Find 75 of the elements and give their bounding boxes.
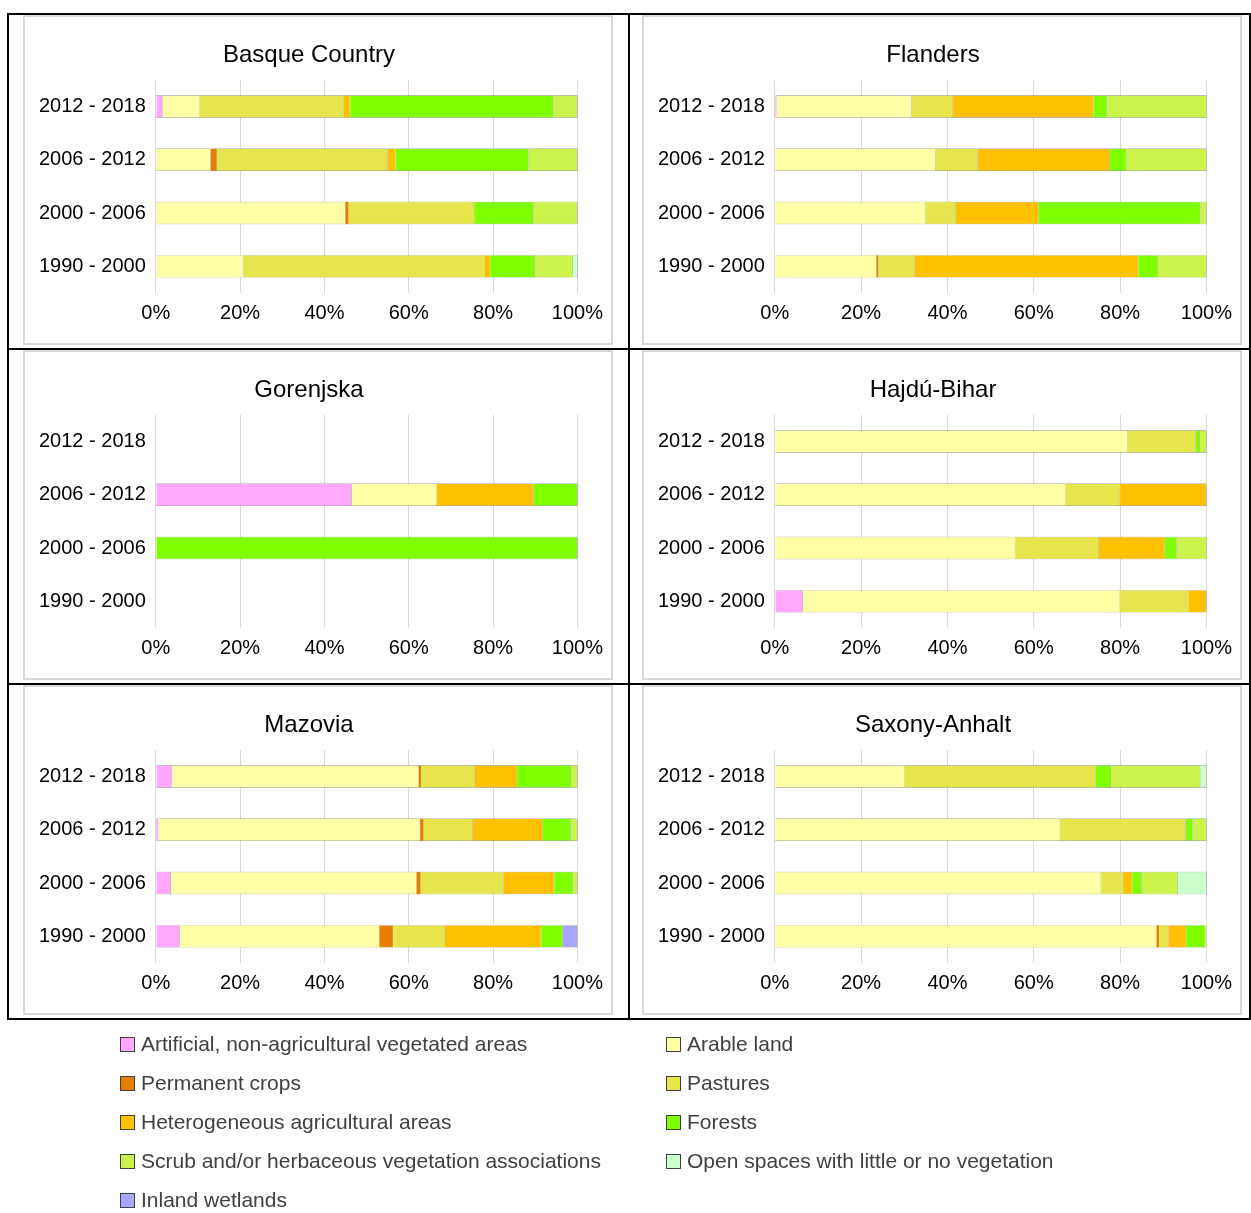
x-tick-label: 60% <box>388 635 429 658</box>
x-tick-label: 100% <box>1180 300 1233 323</box>
chart-title: Saxony-Anhalt <box>854 710 1012 738</box>
y-tick-label: 2012 - 2018 <box>657 93 765 116</box>
x-tick-label: 40% <box>304 300 345 323</box>
y-tick-label: 2012 - 2018 <box>38 763 146 786</box>
chart-title: Hajdú-Bihar <box>869 375 997 403</box>
chart-title: Flanders <box>886 40 980 68</box>
x-tick-label: 80% <box>473 635 514 658</box>
x-tick-label: 100% <box>1180 635 1233 658</box>
x-tick-label: 0% <box>141 970 171 993</box>
x-tick-label: 100% <box>551 300 604 323</box>
y-tick-label: 1990 - 2000 <box>38 588 146 611</box>
legend-label: Inland wetlands <box>141 1188 287 1212</box>
x-tick-label: 60% <box>1013 300 1054 323</box>
x-tick-label: 80% <box>1100 970 1141 993</box>
y-tick-label: 2006 - 2012 <box>657 817 765 840</box>
x-tick-label: 60% <box>1013 970 1054 993</box>
x-tick-label: 100% <box>1180 970 1233 993</box>
y-tick-label: 2000 - 2006 <box>657 535 765 558</box>
legend-label: Permanent crops <box>141 1071 301 1095</box>
y-tick-label: 2006 - 2012 <box>38 482 146 505</box>
x-tick-label: 40% <box>927 635 968 658</box>
y-tick-label: 2012 - 2018 <box>657 763 765 786</box>
x-tick-label: 80% <box>1100 300 1141 323</box>
chart-title: Basque Country <box>222 40 396 68</box>
x-tick-label: 80% <box>473 300 514 323</box>
y-tick-label: 2000 - 2006 <box>38 535 146 558</box>
x-tick-label: 20% <box>220 970 261 993</box>
legend-label: Arable land <box>687 1032 794 1056</box>
x-tick-label: 0% <box>760 970 790 993</box>
x-tick-label: 60% <box>388 300 429 323</box>
x-tick-label: 0% <box>760 635 790 658</box>
x-tick-label: 20% <box>841 635 882 658</box>
y-tick-label: 2012 - 2018 <box>657 428 765 451</box>
y-tick-label: 1990 - 2000 <box>657 923 765 946</box>
x-tick-label: 80% <box>473 970 514 993</box>
y-tick-label: 2000 - 2006 <box>657 200 765 223</box>
legend-label: Scrub and/or herbaceous vegetation associations <box>141 1149 601 1173</box>
y-tick-label: 2006 - 2012 <box>657 147 765 170</box>
x-tick-label: 20% <box>220 635 261 658</box>
x-tick-label: 0% <box>141 300 171 323</box>
legend-label: Artificial, non-agricultural vegetated areas <box>141 1032 528 1056</box>
x-tick-label: 100% <box>551 970 604 993</box>
legend-label: Pastures <box>687 1071 770 1095</box>
chart-title: Mazovia <box>264 710 355 738</box>
x-tick-label: 80% <box>1100 635 1141 658</box>
x-tick-label: 20% <box>841 300 882 323</box>
x-tick-label: 40% <box>927 300 968 323</box>
y-tick-label: 2006 - 2012 <box>38 817 146 840</box>
x-tick-label: 60% <box>1013 635 1054 658</box>
x-tick-label: 40% <box>304 635 345 658</box>
y-tick-label: 2012 - 2018 <box>38 428 146 451</box>
x-tick-label: 0% <box>141 635 171 658</box>
chart-title: Gorenjska <box>254 375 365 403</box>
legend-label: Open spaces with little or no vegetation <box>687 1149 1054 1173</box>
x-tick-label: 20% <box>841 970 882 993</box>
x-tick-label: 100% <box>551 635 604 658</box>
y-tick-label: 2012 - 2018 <box>38 93 146 116</box>
y-tick-label: 2006 - 2012 <box>657 482 765 505</box>
x-tick-label: 40% <box>927 970 968 993</box>
x-tick-label: 60% <box>388 970 429 993</box>
y-tick-label: 1990 - 2000 <box>38 923 146 946</box>
y-tick-label: 2000 - 2006 <box>38 870 146 893</box>
legend-label: Forests <box>687 1110 758 1134</box>
y-tick-label: 1990 - 2000 <box>38 253 146 276</box>
legend-label: Heterogeneous agricultural areas <box>141 1110 452 1134</box>
y-tick-label: 2006 - 2012 <box>38 147 146 170</box>
x-tick-label: 20% <box>220 300 261 323</box>
x-tick-label: 0% <box>760 300 790 323</box>
y-tick-label: 1990 - 2000 <box>657 588 765 611</box>
y-tick-label: 2000 - 2006 <box>657 870 765 893</box>
y-tick-label: 2000 - 2006 <box>38 200 146 223</box>
x-tick-label: 40% <box>304 970 345 993</box>
y-tick-label: 1990 - 2000 <box>657 253 765 276</box>
